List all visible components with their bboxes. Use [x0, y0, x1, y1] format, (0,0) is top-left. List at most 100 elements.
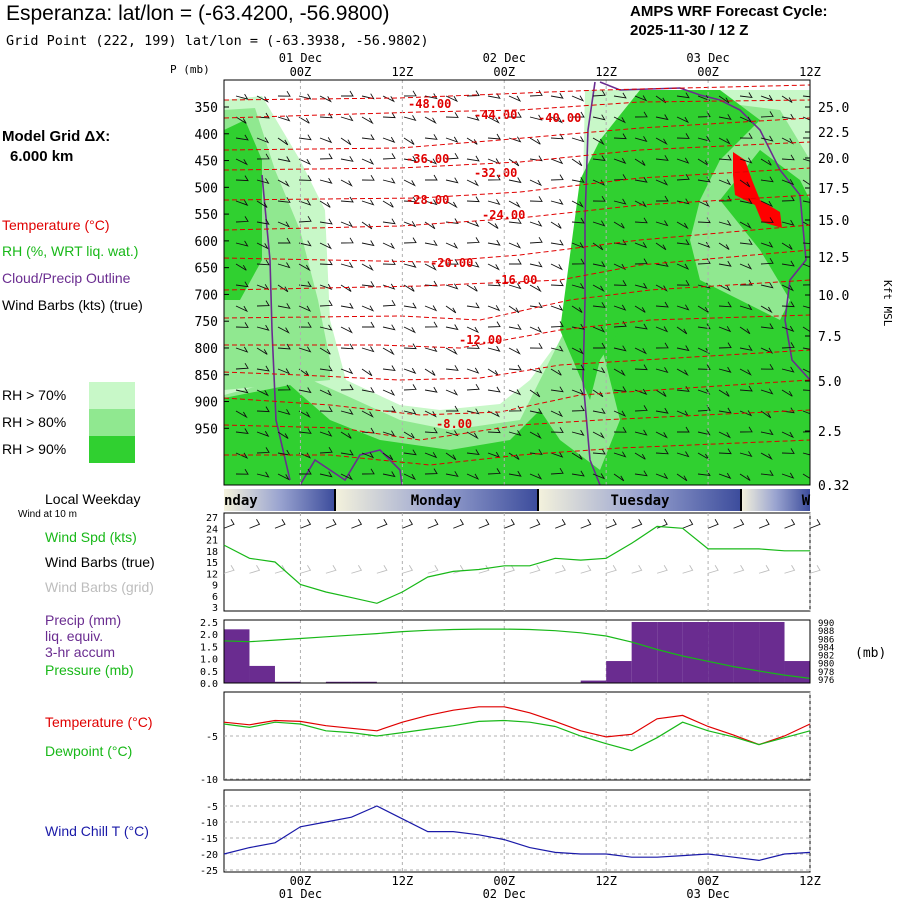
temperature-contour	[224, 117, 810, 151]
bottom-time-tick-label: 00Z	[697, 874, 719, 888]
wind-chill-tick-label: -20	[200, 850, 218, 861]
wind-barb	[340, 156, 354, 162]
bottom-date-label: 01 Dec	[279, 887, 322, 900]
wind-barb	[676, 198, 690, 205]
temperature-label: -20.00	[430, 256, 473, 270]
label-dewpoint: Dewpoint (°C)	[45, 743, 133, 759]
wind-barb	[718, 431, 731, 439]
wind-barb	[760, 410, 772, 419]
wind-barb	[571, 258, 585, 265]
wind-barb	[529, 114, 543, 121]
wind-barb	[676, 473, 688, 482]
wind-barb	[634, 323, 648, 330]
model-grid-label: Model Grid ΔX:	[2, 128, 111, 145]
wind-barb	[718, 220, 732, 227]
wind-barb	[529, 473, 543, 480]
wind-barb	[256, 218, 270, 225]
wind-barb	[613, 345, 627, 352]
wind-barb	[613, 304, 627, 311]
wind-barb	[319, 177, 333, 184]
wind-barb	[802, 347, 810, 350]
wind-barb	[424, 452, 438, 459]
wind-barb	[676, 157, 690, 164]
wind-barb	[235, 346, 249, 353]
wind-barb	[424, 158, 438, 165]
wind-barb	[256, 347, 268, 355]
pressure-tick-label: 500	[195, 181, 218, 196]
top-time-tick-label: 12Z	[799, 65, 821, 79]
wind-barb	[445, 365, 459, 371]
wind-barb-true	[707, 519, 719, 529]
wind-barb	[487, 93, 501, 99]
wind-barb-true	[682, 519, 694, 529]
wind-barb	[697, 200, 710, 208]
wind-barb	[256, 365, 270, 372]
height-tick-label: 25.0	[818, 101, 849, 116]
pressure-tick-label: 700	[195, 288, 218, 303]
wind-barb	[781, 448, 795, 454]
wind-barb	[424, 346, 438, 353]
precip-tick-label: 2.5	[200, 618, 218, 629]
wind-barb	[655, 155, 669, 161]
wind-speed-line	[223, 525, 810, 604]
wind-barb	[550, 263, 563, 271]
wind-barb	[382, 471, 396, 478]
wind-barb-true	[504, 519, 515, 529]
wind-barb	[319, 446, 333, 454]
bottom-date-label: 03 Dec	[686, 887, 729, 900]
pressure-tick-label: 650	[195, 262, 218, 277]
wind-barb	[592, 242, 604, 251]
wind-barb	[382, 153, 396, 160]
wind-barb-grid	[758, 565, 770, 574]
wind-barb	[739, 473, 751, 481]
wind-barb	[424, 199, 438, 206]
wind-barb	[340, 326, 353, 334]
wind-barb	[529, 196, 543, 202]
wind-barb	[466, 431, 479, 440]
pressure-tick-label: 984	[818, 643, 834, 653]
wind-barb	[319, 259, 333, 266]
wind-barb	[277, 368, 291, 375]
wind-barb	[655, 473, 669, 480]
wind-barb	[634, 258, 648, 265]
wind-barb	[424, 240, 438, 246]
rh-saturated-patch	[733, 152, 782, 228]
label-wind-chill: Wind Chill T (°C)	[45, 823, 149, 839]
wind-barb	[760, 257, 774, 265]
wind-barb	[593, 342, 606, 349]
wind-barb-true	[478, 519, 490, 529]
wind-barb	[613, 239, 627, 246]
wind-barb-grid	[657, 565, 668, 574]
wind-barb	[382, 347, 395, 356]
temperature-label: -16.00	[494, 273, 537, 287]
height-axis-label: Kft MSL	[881, 280, 894, 327]
pressure-tick-label: 400	[195, 128, 218, 143]
wind-barb	[655, 220, 669, 227]
wind-barb-true	[555, 519, 566, 529]
wind-barb	[403, 302, 417, 309]
wind-barb	[802, 431, 810, 433]
wind-barb	[466, 367, 480, 374]
temperature-line	[223, 706, 811, 746]
wind-barb-true	[758, 519, 770, 529]
rh90-region-upper-west	[224, 120, 262, 300]
precip-bar	[631, 622, 658, 683]
wind-barb	[739, 304, 753, 311]
wind-barb	[256, 137, 270, 144]
wind-barb-true	[249, 519, 261, 529]
wind-barb	[739, 239, 753, 245]
wind-barb-grid	[631, 565, 643, 574]
wind-barb	[319, 347, 331, 355]
wind-barb	[424, 280, 438, 287]
temperature-tick-label: -5	[206, 732, 218, 743]
wind-barb	[739, 92, 753, 99]
wind-barb	[298, 116, 310, 124]
temperature-label: -44.00	[474, 108, 517, 122]
wind-barb	[529, 220, 543, 227]
wind-barb	[256, 200, 268, 208]
wind-barb	[760, 388, 774, 395]
wind-barb	[424, 386, 438, 393]
wind-barb	[613, 263, 627, 271]
wind-barb	[277, 326, 290, 334]
precip-bar	[606, 661, 632, 683]
